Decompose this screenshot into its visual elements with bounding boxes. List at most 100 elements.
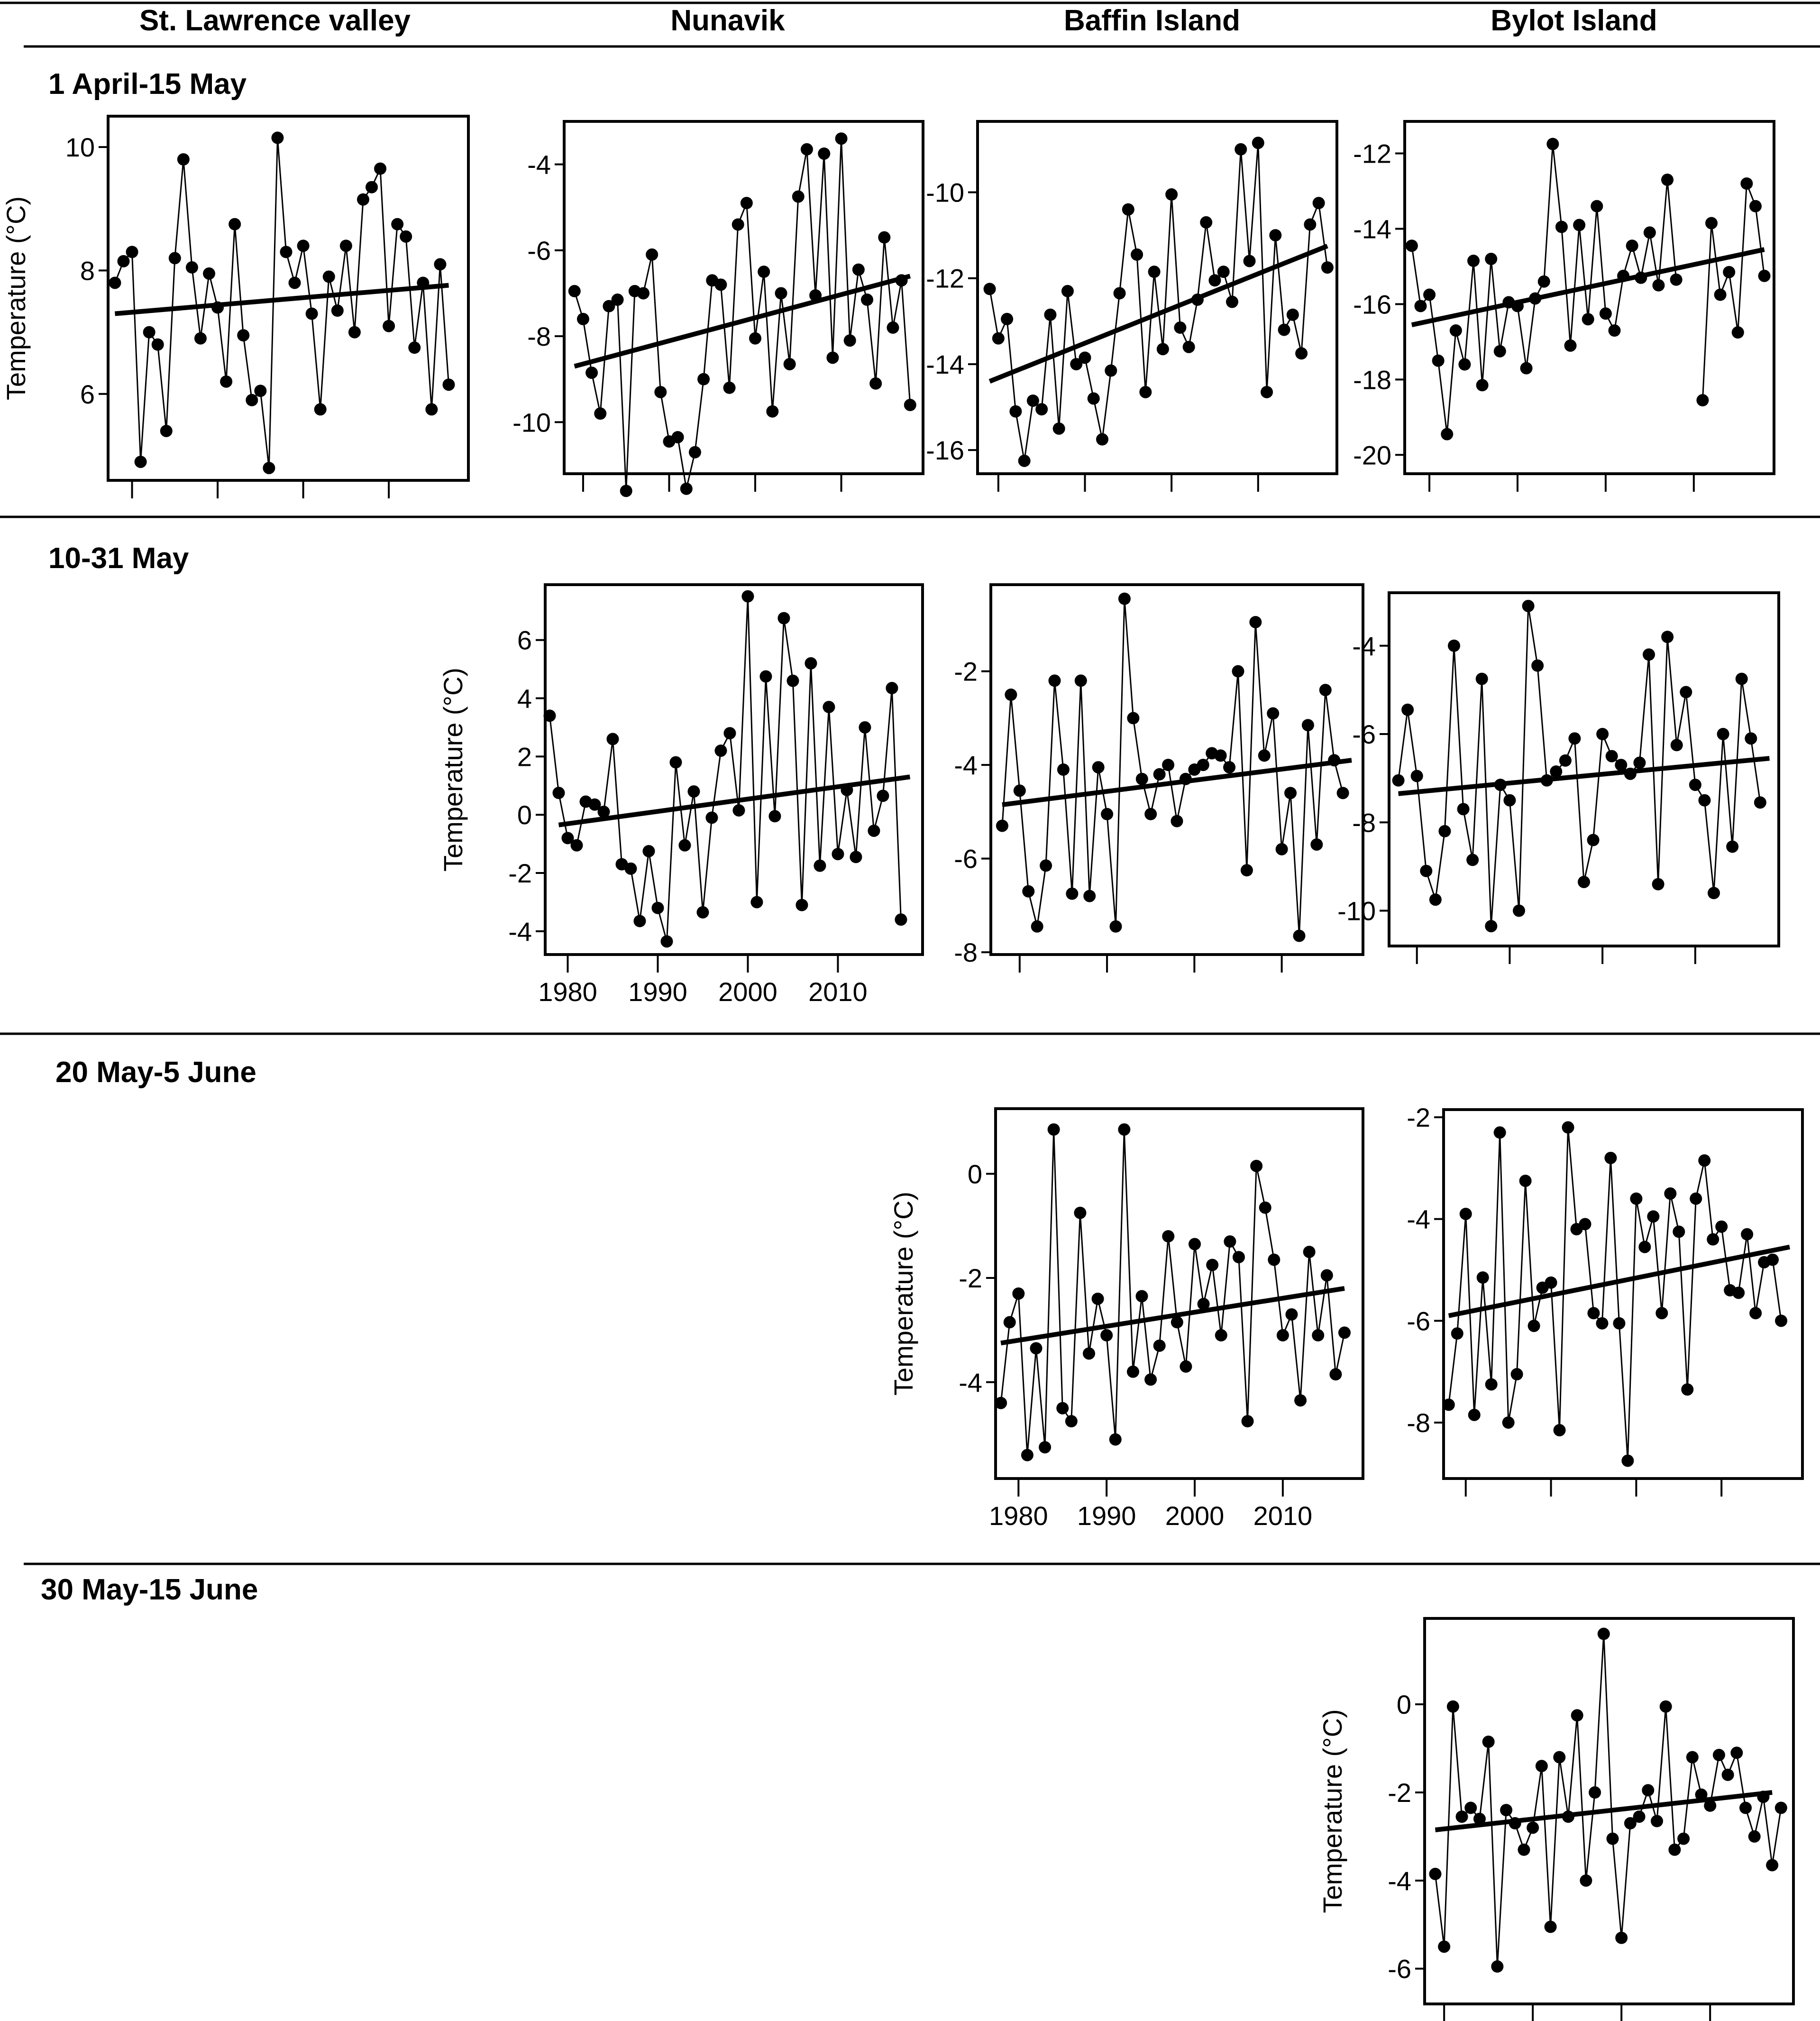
data-point: [1066, 887, 1079, 900]
data-point: [1217, 266, 1230, 278]
data-point: [1587, 1307, 1600, 1320]
data-point: [1295, 347, 1308, 360]
data-point: [1513, 904, 1525, 917]
x-tick-label: 2000: [1165, 1501, 1225, 1531]
data-point: [603, 300, 615, 312]
data-point: [177, 153, 190, 166]
data-point: [1715, 1220, 1728, 1233]
data-point: [1604, 1151, 1617, 1164]
y-tick-label: -8: [954, 937, 978, 967]
data-point: [246, 394, 258, 406]
y-tick-label: -16: [1353, 289, 1391, 319]
data-point: [1429, 1867, 1442, 1880]
data-point: [671, 431, 684, 443]
y-tick-label: -4: [959, 1368, 982, 1397]
data-point: [1659, 1700, 1672, 1713]
series-line: [574, 138, 911, 491]
data-point: [400, 230, 412, 243]
data-point: [1582, 313, 1594, 326]
data-point: [1670, 739, 1683, 752]
data-point: [339, 239, 352, 252]
plot-frame: [989, 583, 1364, 956]
data-point: [1320, 1269, 1333, 1282]
data-point: [1458, 358, 1471, 371]
data-point: [1690, 1192, 1702, 1205]
data-point: [1535, 1760, 1548, 1773]
data-point: [861, 294, 874, 306]
data-point: [220, 375, 233, 388]
data-point: [759, 670, 772, 683]
data-point: [1139, 386, 1152, 398]
y-tick-label: -4: [527, 150, 551, 180]
plot-frame: [563, 120, 924, 475]
y-tick-label: -2: [508, 858, 532, 888]
trend-line: [1002, 758, 1352, 808]
data-point: [1438, 1940, 1451, 1953]
data-point: [1500, 1804, 1513, 1817]
data-point: [651, 901, 664, 914]
y-tick-label: -2: [1388, 1778, 1411, 1808]
data-point: [151, 338, 164, 351]
data-point: [1466, 854, 1479, 866]
data-point: [1074, 674, 1087, 687]
data-point: [1591, 200, 1603, 212]
data-point: [322, 270, 335, 283]
y-tick-label: -2: [1407, 1102, 1430, 1132]
data-point: [1698, 794, 1711, 807]
data-point: [1621, 1454, 1634, 1467]
data-point: [314, 403, 327, 416]
data-point: [1707, 1233, 1719, 1246]
y-tick-label: -2: [954, 657, 978, 687]
data-point: [1144, 808, 1157, 820]
data-point: [732, 218, 744, 231]
column-header-st-lawrence: St. Lawrence valley: [139, 4, 411, 37]
data-point: [568, 285, 581, 297]
data-point: [1131, 248, 1143, 261]
data-point: [1052, 422, 1065, 435]
data-point: [1643, 226, 1656, 239]
data-point: [1677, 1832, 1690, 1845]
data-point: [1451, 1327, 1463, 1340]
y-tick-label: -8: [1407, 1408, 1430, 1438]
data-point: [904, 399, 916, 412]
data-point: [425, 403, 438, 416]
y-tick-label: 0: [1397, 1690, 1411, 1719]
data-point: [1312, 1329, 1325, 1341]
data-point: [1423, 288, 1436, 301]
data-point: [642, 845, 655, 857]
data-point: [1446, 1700, 1459, 1713]
data-point: [1197, 759, 1209, 772]
data-point: [1153, 768, 1166, 781]
data-point: [1268, 1253, 1280, 1266]
data-point: [877, 790, 889, 802]
data-point: [611, 294, 624, 306]
data-point: [1578, 875, 1590, 888]
data-point: [1171, 815, 1183, 827]
row-header-june: 30 May-15 June: [41, 1573, 258, 1606]
data-point: [1267, 707, 1280, 720]
data-point: [1537, 275, 1550, 288]
data-point: [1559, 754, 1572, 767]
data-point: [1208, 274, 1221, 287]
data-point: [1118, 1123, 1131, 1136]
chart-baffin-may: -8 -6 -4 -2: [954, 583, 1364, 973]
data-point: [1420, 864, 1433, 877]
data-point: [561, 832, 574, 845]
data-point: [1555, 220, 1568, 233]
data-point: [434, 258, 447, 271]
data-point: [1005, 689, 1017, 701]
data-point: [1057, 763, 1070, 776]
data-point: [1336, 787, 1349, 799]
data-point: [732, 804, 745, 817]
y-tick-label: -18: [1353, 365, 1391, 395]
plot-frame: [1423, 1617, 1795, 2005]
data-point: [1758, 269, 1771, 282]
data-point: [1553, 1424, 1566, 1437]
data-point: [1278, 323, 1290, 336]
data-point: [1485, 253, 1498, 266]
data-point: [1009, 405, 1022, 418]
row-header-may-june: 20 May-5 June: [55, 1056, 256, 1089]
y-tick-label: -8: [527, 322, 551, 351]
trend-line: [574, 274, 911, 369]
